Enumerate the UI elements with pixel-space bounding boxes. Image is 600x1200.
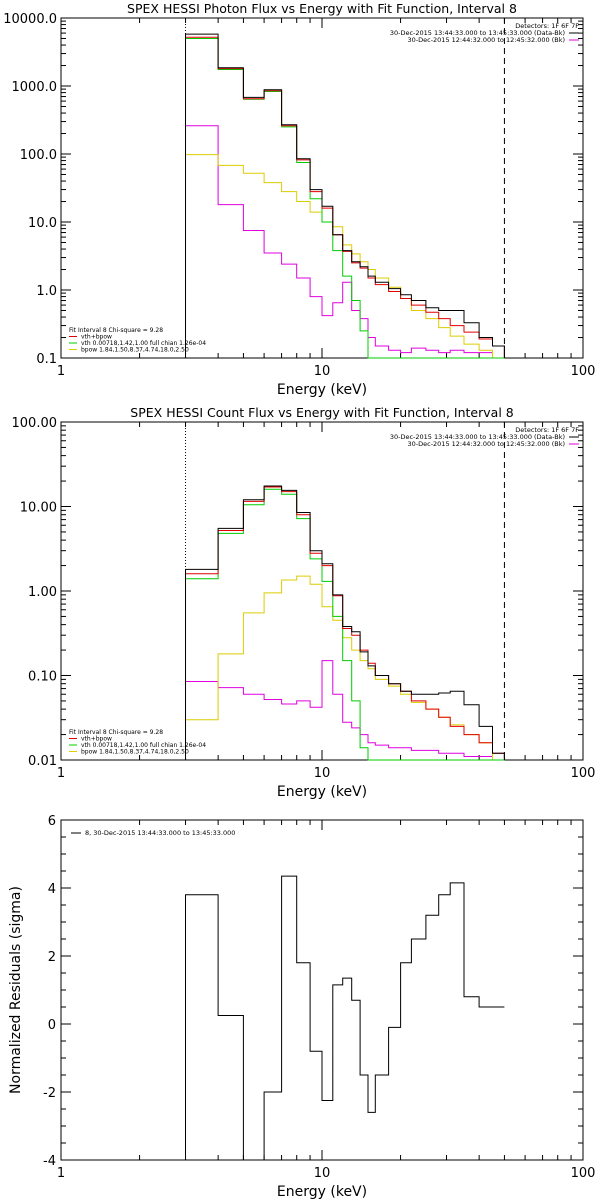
y-tick-label: -4 bbox=[43, 1154, 56, 1169]
legend-top-text: 30-Dec-2015 12:44:32.000 to 12:45:32.000… bbox=[408, 440, 566, 448]
series-bpow bbox=[185, 575, 505, 761]
y-tick-label: 1.00 bbox=[28, 585, 57, 600]
legend-top-text: Detectors: 1F 6F 7F bbox=[515, 426, 579, 434]
legend-bottom-text: bpow 1.84,1.50,8.37,4.74,18.0,2.50 bbox=[81, 749, 189, 756]
series-vth-bpow bbox=[185, 486, 505, 760]
y-tick-label: 1000.0 bbox=[12, 80, 58, 95]
x-axis-label: Energy (keV) bbox=[277, 382, 367, 398]
y-tick-label: 6 bbox=[48, 814, 56, 829]
x-tick-label: 10 bbox=[314, 766, 331, 781]
y-tick-label: 100.00 bbox=[12, 416, 58, 431]
y-axis-label: Normalized Residuals (sigma) bbox=[8, 886, 24, 1094]
x-tick-label: 1 bbox=[57, 766, 65, 781]
y-tick-label: 2 bbox=[48, 950, 56, 965]
y-tick-label: 10000.0 bbox=[3, 12, 57, 27]
x-tick-label: 100 bbox=[571, 766, 596, 781]
series-data bbox=[185, 485, 505, 760]
series-vth-bpow bbox=[185, 36, 505, 358]
y-tick-label: 10.00 bbox=[20, 501, 57, 516]
series-bk bbox=[185, 660, 505, 761]
chart-title: SPEX HESSI Count Flux vs Energy with Fit… bbox=[130, 405, 513, 420]
legend-top-text: 30-Dec-2015 13:44:33.000 to 13:45:33.000… bbox=[390, 29, 565, 37]
legend-bottom-text: vth+bpow bbox=[81, 736, 112, 743]
series-bpow bbox=[185, 154, 505, 359]
panel-2: SPEX HESSI Count Flux vs Energy with Fit… bbox=[12, 405, 596, 800]
legend-bottom-text: bpow 1.84,1.50,8.37,4.74,18.0,2.50 bbox=[81, 347, 189, 354]
y-tick-label: 4 bbox=[48, 882, 56, 897]
legend-bottom-text: vth 0.00718,1.42,1.00 full chian 1.26e-0… bbox=[81, 340, 206, 347]
legend-top-text: Detectors: 1F 6F 7F bbox=[515, 22, 579, 30]
legend-text: 8, 30-Dec-2015 13:44:33.000 to 13:45:33.… bbox=[85, 829, 235, 837]
chart-title: SPEX HESSI Photon Flux vs Energy with Fi… bbox=[127, 1, 517, 16]
x-axis-label: Energy (keV) bbox=[277, 1184, 367, 1200]
legend-top-text: 30-Dec-2015 13:44:33.000 to 13:45:33.000… bbox=[390, 433, 565, 441]
y-tick-label: 0 bbox=[48, 1018, 56, 1033]
legend-top-text: 30-Dec-2015 12:44:32.000 to 12:45:32.000… bbox=[408, 36, 566, 44]
x-tick-label: 1 bbox=[57, 364, 65, 379]
y-tick-label: 0.01 bbox=[28, 754, 57, 769]
panel-1: SPEX HESSI Photon Flux vs Energy with Fi… bbox=[3, 1, 595, 398]
series-8-30-dec-2015-13-44-33-000-to-13-45-33-000 bbox=[185, 875, 505, 1161]
series-bk bbox=[185, 125, 505, 359]
y-tick-label: -2 bbox=[43, 1086, 56, 1101]
x-tick-label: 10 bbox=[314, 1166, 331, 1181]
x-tick-label: 100 bbox=[571, 364, 596, 379]
x-tick-label: 100 bbox=[571, 1166, 596, 1181]
x-tick-label: 1 bbox=[57, 1166, 65, 1181]
legend-bottom-text: Fit Interval 8 Chi-square = 9.28 bbox=[69, 729, 163, 736]
y-tick-label: 1.0 bbox=[36, 284, 57, 299]
y-tick-label: 100.0 bbox=[20, 148, 57, 163]
y-tick-label: 0.10 bbox=[28, 670, 57, 685]
legend-bottom-text: vth 0.00718,1.42,1.00 full chian 1.26e-0… bbox=[81, 742, 206, 749]
x-axis-label: Energy (keV) bbox=[277, 784, 367, 800]
plot-frame bbox=[60, 819, 584, 1161]
x-tick-label: 10 bbox=[314, 364, 331, 379]
y-tick-label: 10.0 bbox=[28, 216, 57, 231]
legend-bottom-text: vth+bpow bbox=[81, 334, 112, 341]
series-data bbox=[185, 33, 505, 358]
legend-bottom-text: Fit Interval 8 Chi-square = 9.28 bbox=[69, 327, 163, 334]
series-vth bbox=[185, 488, 505, 761]
y-tick-label: 0.1 bbox=[36, 352, 57, 367]
panel-3: 1 10 100 Energy (keV) -4 -2 0 2 4 6 Normalized Res… bbox=[8, 814, 595, 1200]
